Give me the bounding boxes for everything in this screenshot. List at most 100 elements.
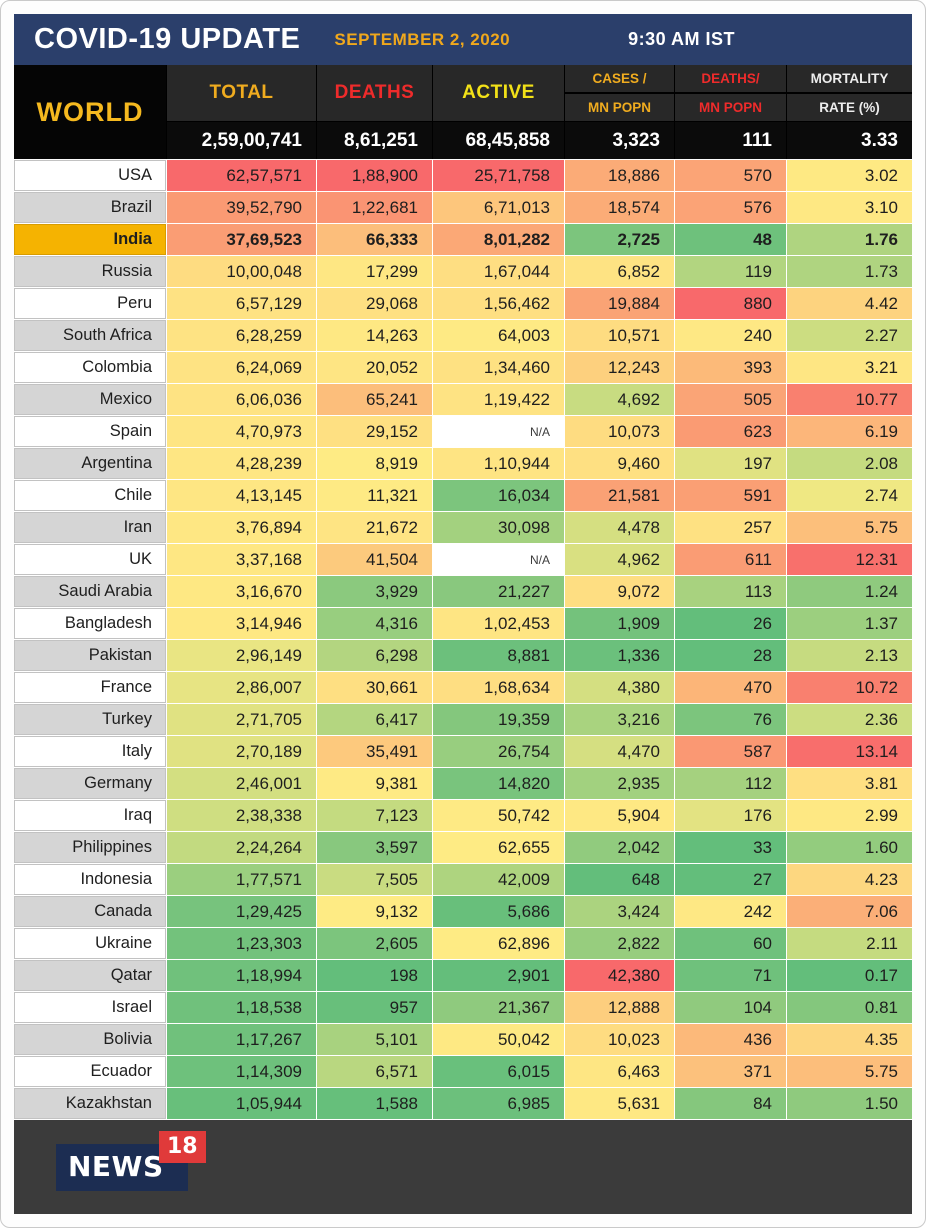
cell-mortality: 13.14 bbox=[787, 736, 912, 767]
country-label: South Africa bbox=[14, 320, 166, 351]
country-label: Brazil bbox=[14, 192, 166, 223]
cell-active: 25,71,758 bbox=[433, 160, 564, 191]
country-label: Mexico bbox=[14, 384, 166, 415]
cell-mortality: 0.17 bbox=[787, 960, 912, 991]
country-label: Russia bbox=[14, 256, 166, 287]
cell-deaths: 20,052 bbox=[317, 352, 432, 383]
country-label: Italy bbox=[14, 736, 166, 767]
table-row: Iraq 2,38,338 7,123 50,742 5,904 176 2.99 bbox=[14, 800, 912, 831]
table-row: Iran 3,76,894 21,672 30,098 4,478 257 5.75 bbox=[14, 512, 912, 543]
cell-cases-per-mn: 10,023 bbox=[565, 1024, 674, 1055]
cell-active: 1,10,944 bbox=[433, 448, 564, 479]
country-label: Ukraine bbox=[14, 928, 166, 959]
cell-cases-per-mn: 2,725 bbox=[565, 224, 674, 255]
cell-cases-per-mn: 648 bbox=[565, 864, 674, 895]
cell-total: 4,28,239 bbox=[167, 448, 316, 479]
cell-deaths: 14,263 bbox=[317, 320, 432, 351]
cell-total: 2,38,338 bbox=[167, 800, 316, 831]
world-total: 2,59,00,741 bbox=[167, 122, 316, 159]
cell-total: 62,57,571 bbox=[167, 160, 316, 191]
table-row: Indonesia 1,77,571 7,505 42,009 648 27 4.23 bbox=[14, 864, 912, 895]
cell-deaths: 8,919 bbox=[317, 448, 432, 479]
header-bar: COVID-19 UPDATE SEPTEMBER 2, 2020 9:30 A… bbox=[14, 14, 912, 65]
cell-deaths-per-mn: 119 bbox=[675, 256, 786, 287]
country-label: Bangladesh bbox=[14, 608, 166, 639]
cell-total: 6,57,129 bbox=[167, 288, 316, 319]
cell-cases-per-mn: 19,884 bbox=[565, 288, 674, 319]
cell-cases-per-mn: 4,380 bbox=[565, 672, 674, 703]
cell-active: 2,901 bbox=[433, 960, 564, 991]
world-active: 68,45,858 bbox=[433, 122, 564, 159]
cell-active: 1,68,634 bbox=[433, 672, 564, 703]
cell-deaths-per-mn: 591 bbox=[675, 480, 786, 511]
table-row: Philippines 2,24,264 3,597 62,655 2,042 33 1.6… bbox=[14, 832, 912, 863]
cell-cases-per-mn: 4,692 bbox=[565, 384, 674, 415]
table-row: Peru 6,57,129 29,068 1,56,462 19,884 880 4.42 bbox=[14, 288, 912, 319]
cell-total: 1,18,538 bbox=[167, 992, 316, 1023]
column-header-deaths: DEATHS bbox=[317, 65, 432, 121]
cell-deaths: 41,504 bbox=[317, 544, 432, 575]
country-label: Peru bbox=[14, 288, 166, 319]
world-mortality: 3.33 bbox=[787, 122, 912, 159]
cell-mortality: 4.35 bbox=[787, 1024, 912, 1055]
country-label: Turkey bbox=[14, 704, 166, 735]
cell-cases-per-mn: 12,888 bbox=[565, 992, 674, 1023]
cell-total: 2,71,705 bbox=[167, 704, 316, 735]
cell-active: 1,02,453 bbox=[433, 608, 564, 639]
cell-deaths: 1,88,900 bbox=[317, 160, 432, 191]
world-label-cell: WORLD bbox=[14, 65, 166, 159]
cell-active: 1,19,422 bbox=[433, 384, 564, 415]
cell-active: 16,034 bbox=[433, 480, 564, 511]
cell-cases-per-mn: 4,962 bbox=[565, 544, 674, 575]
cell-mortality: 1.60 bbox=[787, 832, 912, 863]
cell-mortality: 2.08 bbox=[787, 448, 912, 479]
country-label: Israel bbox=[14, 992, 166, 1023]
cell-total: 2,46,001 bbox=[167, 768, 316, 799]
world-cases-per-mn: 3,323 bbox=[565, 122, 674, 159]
cell-total: 10,00,048 bbox=[167, 256, 316, 287]
cell-deaths: 2,605 bbox=[317, 928, 432, 959]
cell-deaths: 66,333 bbox=[317, 224, 432, 255]
cell-deaths: 65,241 bbox=[317, 384, 432, 415]
country-label: Philippines bbox=[14, 832, 166, 863]
cell-mortality: 2.11 bbox=[787, 928, 912, 959]
table-row: Russia 10,00,048 17,299 1,67,044 6,852 119 1.7… bbox=[14, 256, 912, 287]
cell-deaths: 35,491 bbox=[317, 736, 432, 767]
column-header-cases-per-mn: CASES / MN POPN bbox=[565, 65, 674, 121]
cell-total: 1,23,303 bbox=[167, 928, 316, 959]
country-label: Saudi Arabia bbox=[14, 576, 166, 607]
table-row: France 2,86,007 30,661 1,68,634 4,380 470 10.7… bbox=[14, 672, 912, 703]
table-row: South Africa 6,28,259 14,263 64,003 10,571 24… bbox=[14, 320, 912, 351]
table-row: Italy 2,70,189 35,491 26,754 4,470 587 13.14 bbox=[14, 736, 912, 767]
cell-mortality: 5.75 bbox=[787, 512, 912, 543]
cell-total: 3,76,894 bbox=[167, 512, 316, 543]
table-row: Brazil 39,52,790 1,22,681 6,71,013 18,574 576… bbox=[14, 192, 912, 223]
cell-deaths: 3,929 bbox=[317, 576, 432, 607]
cell-active: 5,686 bbox=[433, 896, 564, 927]
table-row: Ukraine 1,23,303 2,605 62,896 2,822 60 2.11 bbox=[14, 928, 912, 959]
cell-total: 37,69,523 bbox=[167, 224, 316, 255]
cell-mortality: 2.74 bbox=[787, 480, 912, 511]
cell-deaths: 1,588 bbox=[317, 1088, 432, 1119]
cell-active: N/A bbox=[433, 416, 564, 447]
cell-total: 3,37,168 bbox=[167, 544, 316, 575]
cell-active: 64,003 bbox=[433, 320, 564, 351]
cell-active: 6,015 bbox=[433, 1056, 564, 1087]
cell-mortality: 2.99 bbox=[787, 800, 912, 831]
cell-deaths: 29,152 bbox=[317, 416, 432, 447]
cell-mortality: 3.21 bbox=[787, 352, 912, 383]
cell-total: 2,86,007 bbox=[167, 672, 316, 703]
cell-cases-per-mn: 18,886 bbox=[565, 160, 674, 191]
cell-deaths: 4,316 bbox=[317, 608, 432, 639]
table-row: India 37,69,523 66,333 8,01,282 2,725 48 1.76 bbox=[14, 224, 912, 255]
cell-deaths: 29,068 bbox=[317, 288, 432, 319]
news18-logo: NEWS 18 bbox=[56, 1130, 206, 1191]
cell-mortality: 1.37 bbox=[787, 608, 912, 639]
table-row: Qatar 1,18,994 198 2,901 42,380 71 0.17 bbox=[14, 960, 912, 991]
country-label: Iran bbox=[14, 512, 166, 543]
cell-cases-per-mn: 1,909 bbox=[565, 608, 674, 639]
cell-cases-per-mn: 21,581 bbox=[565, 480, 674, 511]
country-label: Argentina bbox=[14, 448, 166, 479]
cell-cases-per-mn: 42,380 bbox=[565, 960, 674, 991]
country-label: Qatar bbox=[14, 960, 166, 991]
